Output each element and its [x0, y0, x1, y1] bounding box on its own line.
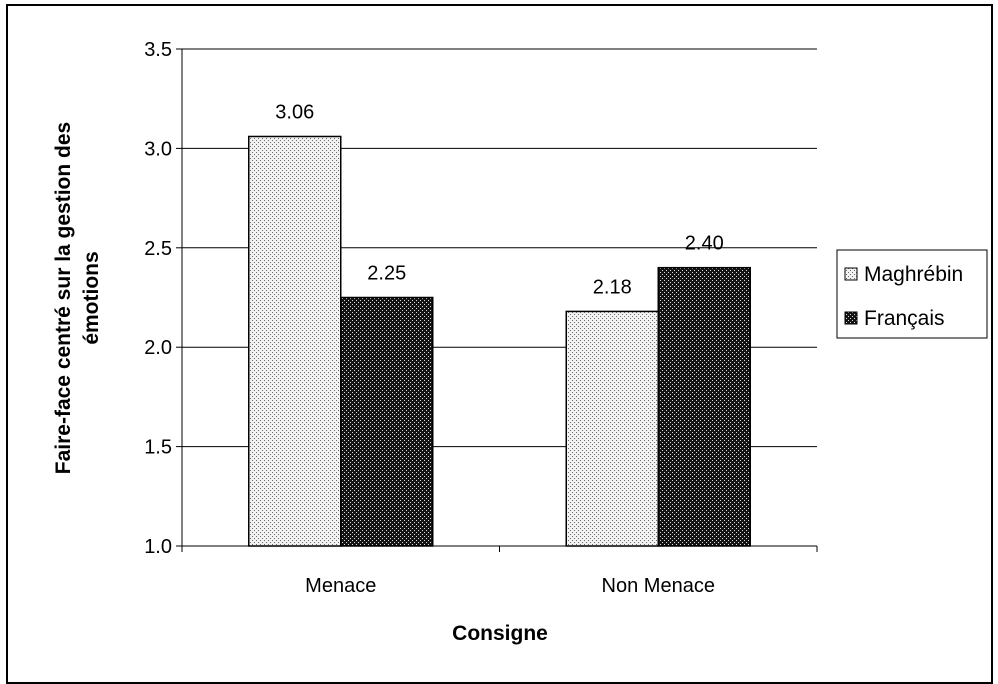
data-label: 2.18 [593, 276, 632, 298]
chart-frame [6, 4, 993, 684]
data-label: 2.25 [367, 263, 406, 285]
legend: Maghrébin Français [836, 249, 988, 339]
y-tick-label: 3.0 [144, 138, 172, 160]
bar [565, 310, 659, 547]
data-label: 2.40 [685, 233, 724, 255]
legend-swatch-maghrebin [844, 267, 858, 281]
y-tick-label: 1.5 [144, 437, 172, 459]
bar [340, 296, 434, 547]
y-axis-title: Faire-face centré sur la gestion des émo… [52, 122, 103, 474]
bars [248, 135, 751, 547]
y-tick-label: 2.0 [144, 337, 172, 359]
y-axis-title-line-1: Faire-face centré sur la gestion des [52, 122, 75, 474]
y-tick-label: 3.5 [144, 39, 172, 61]
bar [248, 135, 342, 547]
legend-box [836, 249, 988, 339]
legend-swatch-francais [844, 311, 858, 325]
axes [176, 48, 818, 552]
legend-label-francais: Français [864, 307, 945, 330]
x-axis-title: Consigne [452, 622, 548, 645]
data-label: 3.06 [275, 101, 314, 123]
x-tick-label: Non Menace [602, 575, 715, 597]
labels: 1.0 1.5 2.0 2.5 3.0 3.5 3.06 2.25 Menace 2.18 2.40… [144, 39, 724, 597]
y-axis-title-line-2: émotions [80, 251, 103, 344]
y-tick-label: 2.5 [144, 238, 172, 260]
y-tick-label: 1.0 [144, 536, 172, 558]
bar [657, 266, 751, 547]
x-tick-label: Menace [305, 575, 376, 597]
legend-label-maghrebin: Maghrébin [864, 263, 963, 286]
